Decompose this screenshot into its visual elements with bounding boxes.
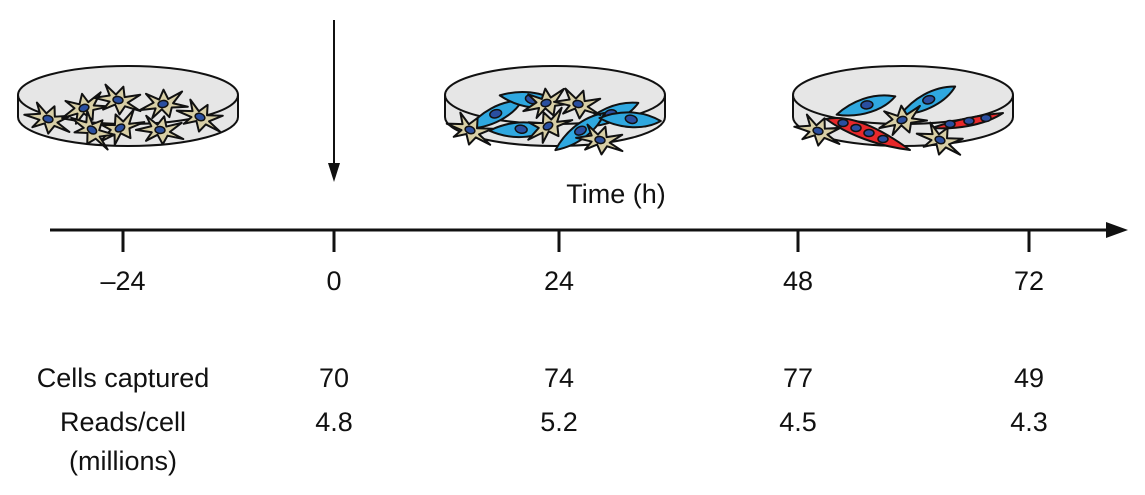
reads-per-cell-value-0: 4.8 xyxy=(315,407,353,437)
treatment-arrow xyxy=(328,20,340,182)
cells-captured-value-24: 74 xyxy=(544,363,574,393)
tick-label-minus24: –24 xyxy=(100,266,145,296)
reads-per-cell-value-24: 5.2 xyxy=(540,407,578,437)
reads-per-cell-value-72: 4.3 xyxy=(1010,407,1048,437)
tick-label-72: 72 xyxy=(1014,266,1044,296)
tick-label-48: 48 xyxy=(783,266,813,296)
time-axis xyxy=(50,222,1128,252)
reads-per-cell-unit: (millions) xyxy=(69,446,177,476)
cells-captured-value-72: 49 xyxy=(1014,363,1044,393)
cells-captured-label: Cells captured xyxy=(37,363,210,393)
dish-72 xyxy=(790,65,1014,163)
cells-captured-value-0: 70 xyxy=(319,363,349,393)
dish-24 xyxy=(441,65,666,159)
cells-captured-value-48: 77 xyxy=(783,363,813,393)
tick-label-24: 24 xyxy=(544,266,574,296)
axis-title: Time (h) xyxy=(566,179,666,209)
tick-label-0: 0 xyxy=(326,266,341,296)
dish-minus24 xyxy=(17,65,239,157)
reads-per-cell-label: Reads/cell xyxy=(60,407,186,437)
reads-per-cell-value-48: 4.5 xyxy=(779,407,817,437)
